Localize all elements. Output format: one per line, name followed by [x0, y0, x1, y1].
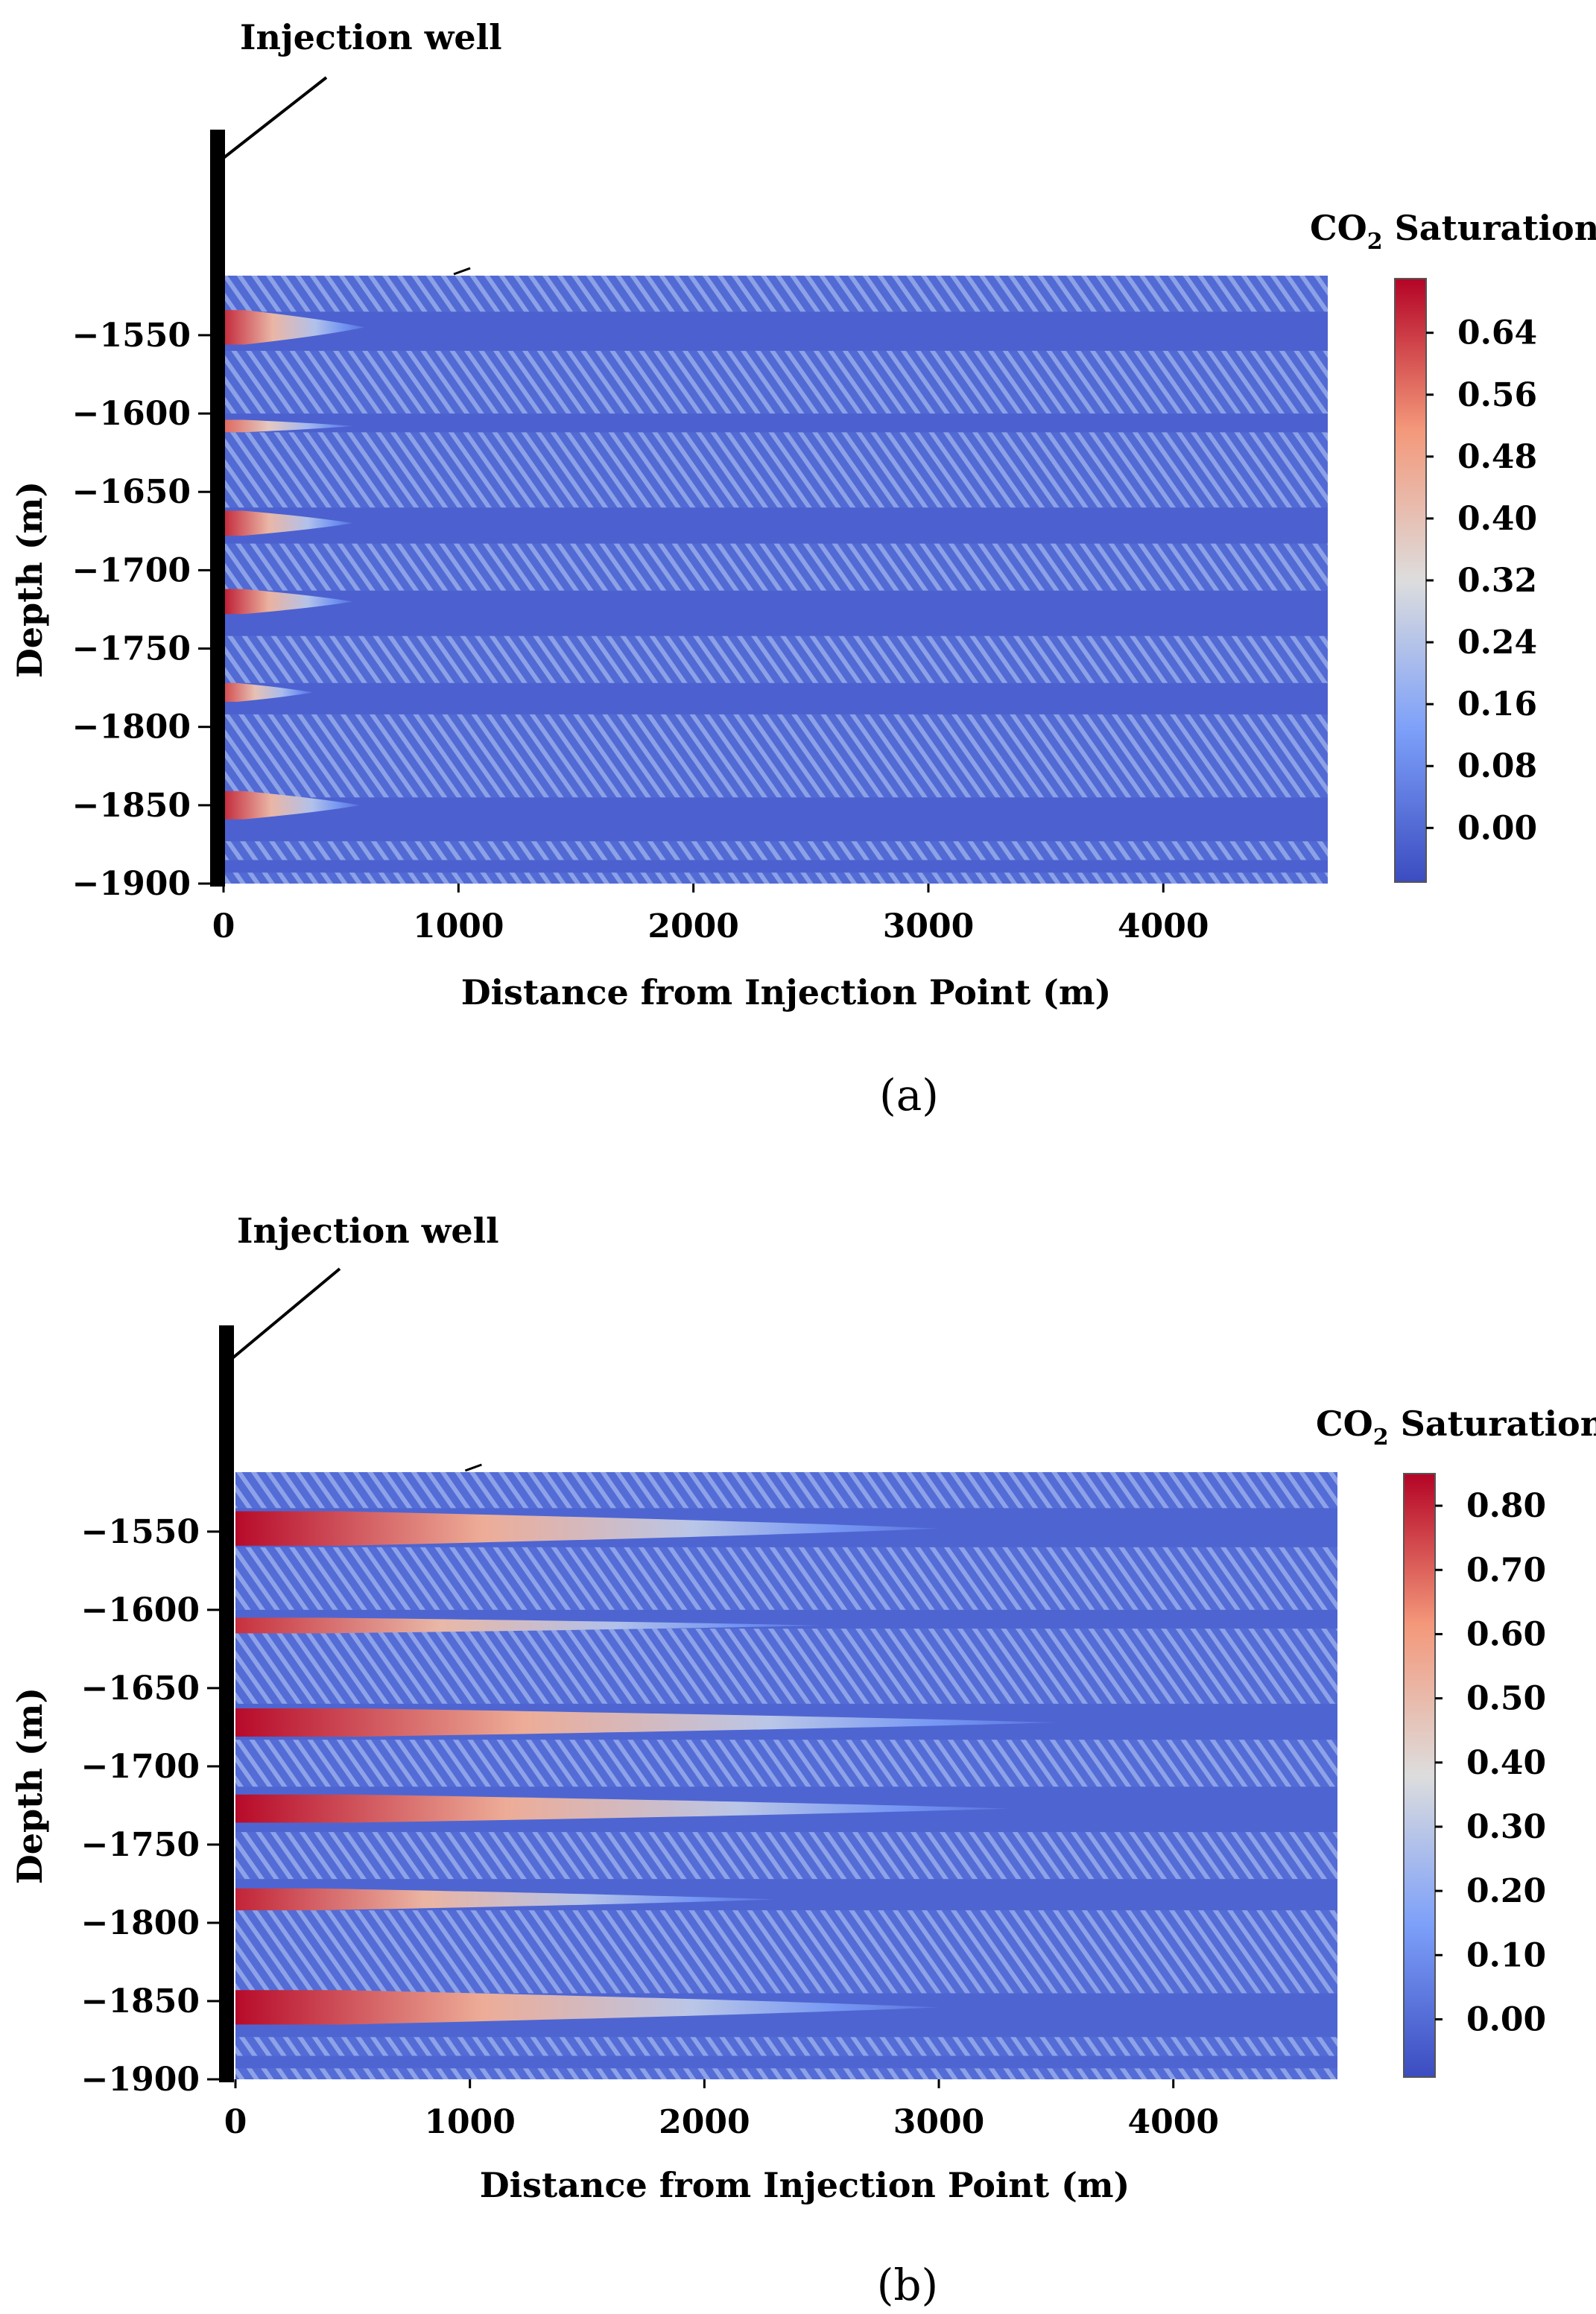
colorbar-tick-label: 0.64 [1457, 314, 1537, 352]
caprock-layer [224, 872, 1328, 884]
x-tick-label: 4000 [1118, 907, 1209, 945]
colorbar-tick-label: 0.50 [1466, 1680, 1546, 1718]
well-annotation: Injection well [240, 17, 502, 57]
colorbar-tick-label: 0.80 [1466, 1487, 1546, 1525]
panel-label: (a) [879, 1070, 939, 1120]
y-tick-label: −1700 [72, 551, 191, 589]
co2-plume [235, 1990, 940, 2025]
caprock-layer [235, 2068, 1337, 2079]
chart-a: Injection well −1550 −1600 −1650 −1700 −1750 −… [10, 17, 1596, 1120]
colorbar-tick-label: 0.32 [1457, 562, 1537, 600]
colorbar-tick-label: 0.00 [1466, 2000, 1546, 2038]
well-annotation: Injection well [237, 1211, 499, 1251]
co2-plume [235, 1888, 775, 1911]
well-leader-line [231, 1267, 341, 1360]
colorbar-tick-label: 0.56 [1457, 376, 1537, 414]
y-tick-label: −1550 [72, 317, 191, 355]
caprock-layer [224, 543, 1328, 591]
x-tick-label: 0 [224, 2103, 247, 2141]
injection-well [210, 130, 225, 887]
well-leader-line [222, 76, 328, 159]
stray-mark [464, 1463, 482, 1472]
co2-plume [224, 510, 353, 536]
caprock-layer [235, 1547, 1337, 1610]
y-tick-label: −1650 [81, 1670, 200, 1708]
co2-plume [235, 1708, 1057, 1737]
colorbar [1403, 1473, 1436, 2078]
y-tick-label: −1600 [72, 395, 191, 433]
y-tick-label: −1750 [81, 1826, 200, 1864]
x-tick-label: 1000 [413, 907, 504, 945]
co2-plume [224, 589, 353, 615]
colorbar-tick-label: 0.30 [1466, 1808, 1546, 1846]
colorbar-tick-label: 0.40 [1466, 1744, 1546, 1782]
y-tick-label: −1600 [81, 1591, 200, 1629]
caprock-layer [224, 276, 1328, 312]
x-tick-label: 4000 [1127, 2103, 1218, 2141]
x-axis-title: Distance from Injection Point (m) [461, 972, 1112, 1012]
stray-mark [453, 267, 471, 276]
panel-b: Injection well −1550 −1600 −1650 −1700 −1750 −… [0, 1156, 1596, 2311]
x-tick-label: 0 [212, 907, 235, 945]
colorbar-tick-label: 0.40 [1457, 500, 1537, 538]
x-tick-label: 3000 [883, 907, 974, 945]
co2-plume [235, 1511, 940, 1546]
caprock-layer [224, 432, 1328, 508]
y-tick-label: −1800 [72, 709, 191, 746]
colorbar-tick-label: 0.60 [1466, 1615, 1546, 1653]
colorbar-tick-label: 0.20 [1466, 1872, 1546, 1910]
caprock-layer [235, 1629, 1337, 1704]
colorbar-tick-label: 0.00 [1457, 809, 1537, 847]
colorbar-tick-label: 0.48 [1457, 438, 1537, 476]
caprock-layer [224, 714, 1328, 798]
y-axis-title: Depth (m) [10, 481, 50, 678]
y-tick-label: −1850 [81, 1982, 200, 2020]
co2-plume [235, 1794, 1010, 1823]
colorbar-tick-label: 0.10 [1466, 1936, 1546, 1974]
x-tick-label: 2000 [647, 907, 738, 945]
co2-plume [224, 682, 313, 703]
x-axis-title: Distance from Injection Point (m) [480, 2165, 1130, 2205]
x-tick-label: 1000 [424, 2103, 515, 2141]
y-tick-label: −1850 [72, 787, 191, 825]
x-tick-label: 2000 [659, 2103, 750, 2141]
y-tick-label: −1800 [81, 1904, 200, 1942]
caprock-layer [235, 1472, 1337, 1509]
colorbar [1394, 278, 1427, 883]
panel-label: (b) [877, 2260, 938, 2310]
caprock-layer [224, 350, 1328, 414]
caprock-layer [224, 635, 1328, 683]
co2-plume [235, 1617, 822, 1634]
y-tick-label: −1900 [72, 865, 191, 903]
caprock-layer [235, 1832, 1337, 1880]
caprock-layer [224, 841, 1328, 860]
caprock-layer [235, 1910, 1337, 1994]
injection-well [219, 1325, 234, 2082]
y-tick-label: −1700 [81, 1748, 200, 1786]
co2-plume [224, 790, 360, 820]
y-tick-label: −1750 [72, 630, 191, 668]
y-axis-title: Depth (m) [10, 1687, 50, 1884]
colorbar-tick-label: 0.08 [1457, 747, 1537, 785]
chart-b: Injection well −1550 −1600 −1650 −1700 −1750 −… [10, 1211, 1596, 2310]
colorbar-tick-label: 0.16 [1457, 685, 1537, 723]
panel-a: Injection well −1550 −1600 −1650 −1700 −1750 −… [0, 0, 1596, 1156]
colorbar-tick-label: 0.70 [1466, 1551, 1546, 1589]
x-tick-label: 3000 [893, 2103, 984, 2141]
colorbar-title: CO2 Saturation [1310, 208, 1596, 255]
y-tick-label: −1900 [81, 2061, 200, 2099]
colorbar-tick-label: 0.24 [1457, 624, 1537, 662]
y-tick-label: −1550 [81, 1513, 200, 1551]
y-tick-label: −1650 [72, 473, 191, 511]
caprock-layer [235, 1740, 1337, 1787]
co2-plume [224, 310, 365, 345]
caprock-layer [235, 2037, 1337, 2056]
colorbar-title: CO2 Saturation [1316, 1404, 1596, 1451]
co2-plume [224, 419, 353, 433]
